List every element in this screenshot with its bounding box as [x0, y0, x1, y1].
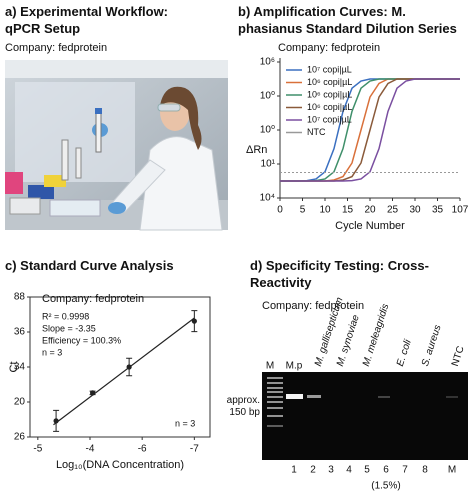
- y-axis-label: ΔRn: [246, 144, 267, 156]
- data-point: [191, 318, 197, 324]
- lane-label: M. meleagridis: [361, 302, 392, 367]
- panel-b-title: b) Amplification Curves: M. phasianus St…: [238, 4, 457, 36]
- annotation: Company: fedprotein: [42, 293, 144, 305]
- y-tick-label: 26: [14, 432, 26, 443]
- x-tick-label: 30: [409, 205, 421, 216]
- data-point: [53, 418, 59, 424]
- lane-number: 3: [328, 465, 334, 476]
- y-tick-label: 20: [14, 397, 26, 408]
- x-tick-label: -5: [33, 444, 42, 455]
- panel-a-company: Company: fedprotein: [5, 42, 108, 54]
- y-tick-label: 88: [14, 292, 26, 303]
- x-tick-label: 15: [342, 205, 354, 216]
- annotation: Efficiency = 100.3%: [42, 335, 121, 345]
- panel-d-company: Company: fedprotein: [262, 300, 365, 312]
- lane-number: 1: [291, 465, 297, 476]
- x-tick-label: 0: [277, 205, 283, 216]
- x-tick-label: 5: [300, 205, 306, 216]
- lane-number: 4: [346, 465, 352, 476]
- gel-image: [262, 372, 468, 460]
- legend-label: NTC: [307, 127, 326, 137]
- lane-number: 8: [422, 465, 428, 476]
- x-axis-label: Cycle Number: [335, 220, 405, 232]
- annotation: Slope = -3.35: [42, 323, 96, 333]
- x-tick-label: -4: [86, 444, 95, 455]
- legend-label: 10⁷ copi|µL: [307, 114, 352, 124]
- annotation: n = 3: [42, 347, 62, 357]
- data-point: [126, 364, 132, 370]
- lane-label: M.p: [286, 361, 303, 372]
- legend-label: 10⁶ copi|µL: [307, 89, 352, 99]
- y-tick-label: 36: [14, 327, 26, 338]
- lane-label: S. aureus: [420, 324, 444, 368]
- y-tick-label: 10⁶: [260, 57, 275, 68]
- y-tick-label: 10⁰: [260, 91, 275, 102]
- lane-label: M. synoviae: [335, 313, 362, 368]
- y-tick-label: 10⁴: [260, 193, 275, 204]
- x-tick-label: -6: [138, 444, 147, 455]
- x-tick-label: -7: [190, 444, 199, 455]
- panel-c-title: c) Standard Curve Analysis: [5, 258, 174, 273]
- size-label: approx. 150 bp: [226, 395, 260, 418]
- annotation: R² = 0.9998: [42, 311, 89, 321]
- lane-number: M: [448, 465, 456, 476]
- x-tick-label: 25: [387, 205, 399, 216]
- y-tick-label: 10¹: [261, 159, 276, 170]
- y-tick-label: 34: [14, 362, 26, 373]
- x-axis-label: Log₁₀(DNA Concentration): [56, 459, 184, 471]
- lane-number: 5: [364, 465, 370, 476]
- lane-label: E. coli: [395, 338, 414, 368]
- lane-label: M: [266, 361, 274, 372]
- y-tick-label: 10⁰: [260, 125, 275, 136]
- x-tick-label: 20: [364, 205, 376, 216]
- legend-label: 10⁷ copi|µL: [307, 64, 352, 74]
- fit-line: [53, 317, 195, 426]
- gel-note: (1.5%): [371, 481, 400, 492]
- lane-number: 6: [383, 465, 389, 476]
- chart-subtitle: Company: fedprotein: [278, 42, 380, 54]
- panel-a-title: a) Experimental Workflow: qPCR Setup: [5, 4, 169, 36]
- data-point: [90, 390, 96, 396]
- lane-number: 2: [310, 465, 316, 476]
- legend-label: 10⁶ copi|µL: [307, 102, 352, 112]
- annotation: n = 3: [175, 418, 195, 428]
- lane-number: 7: [402, 465, 408, 476]
- lane-label: NTC: [450, 345, 467, 368]
- curve: [280, 78, 460, 182]
- y-axis-label: Ct: [8, 362, 20, 373]
- x-tick-label: 10: [319, 205, 331, 216]
- lab-photo: [5, 60, 228, 231]
- x-tick-label: 35: [432, 205, 444, 216]
- panel-d-title: d) Specificity Testing: Cross-Reactivity: [250, 258, 429, 290]
- x-tick-label: 107: [452, 205, 469, 216]
- legend-label: 10⁶ copi|µL: [307, 77, 352, 87]
